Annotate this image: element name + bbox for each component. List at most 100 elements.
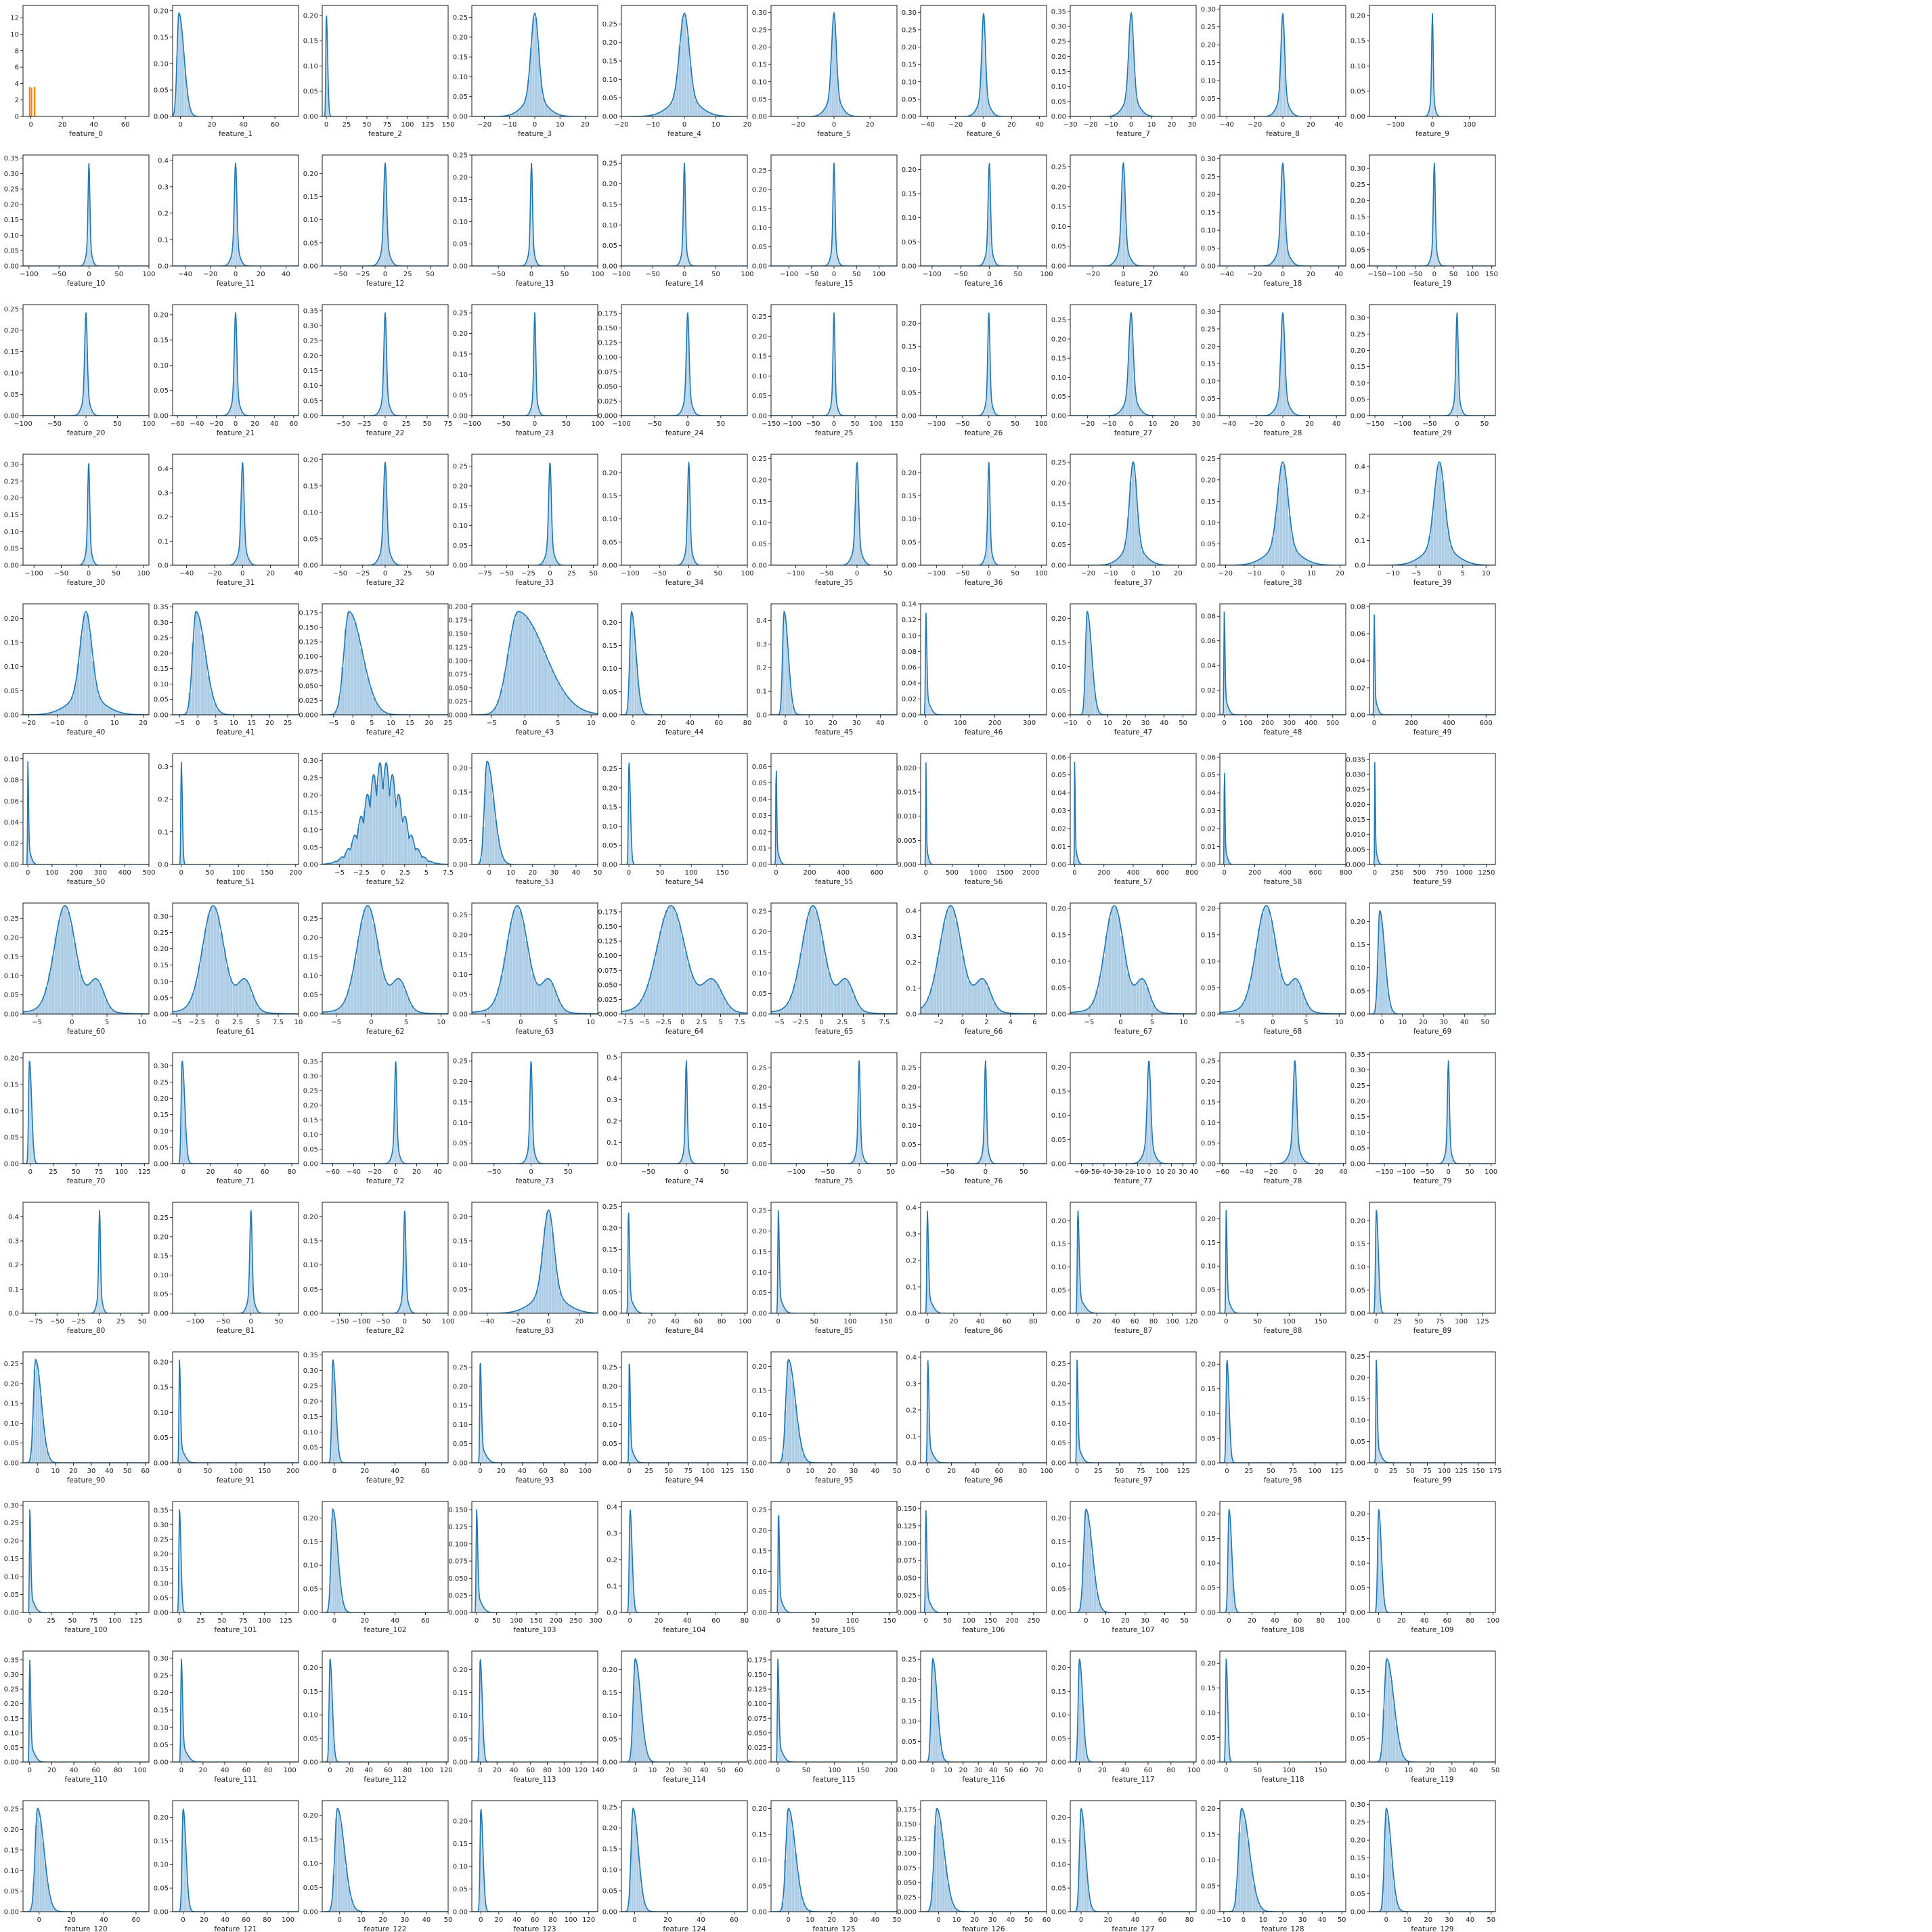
axes-frame [920, 902, 1047, 1015]
y-tick-label: 0.05 [1051, 1440, 1066, 1447]
histogram-bar [248, 559, 250, 565]
histogram-bar [860, 1124, 861, 1164]
y-tick-label: 0.100 [598, 354, 617, 361]
histogram-bar [588, 712, 592, 715]
x-tick-label: 40 [686, 720, 695, 727]
subplot-feature-4: −20 −10 0 10 200.000.050.100.150.200.25featu… [602, 5, 751, 138]
histogram-bar [1281, 28, 1283, 116]
x-axis-label: feature_19 [1413, 280, 1452, 288]
x-tick-label: 50 [112, 570, 120, 577]
histogram-bar [731, 1009, 735, 1014]
y-tick-label: 0.03 [752, 812, 767, 820]
y-tick-label: 0.10 [4, 1574, 19, 1581]
axes-frame [1219, 902, 1346, 1015]
histogram-bar [1314, 1012, 1317, 1014]
kde-line [1369, 910, 1495, 1014]
histogram-bar [544, 979, 548, 1014]
axes-frame [172, 1351, 299, 1464]
histogram-bar [1122, 551, 1124, 565]
histogram-bar [1139, 978, 1143, 1014]
x-axis-label: feature_31 [217, 579, 255, 587]
histogram-bar [684, 951, 688, 1014]
x-tick-label: −20 [948, 121, 963, 129]
axes-frame [1070, 5, 1197, 117]
histogram-bar [1133, 376, 1135, 416]
x-tick-label: −25 [355, 570, 370, 577]
subplot-feature-59: 0 250 500 750 1000 12500.0000.0050.0100.0150.… [1346, 753, 1496, 886]
x-tick-label: −50 [954, 271, 968, 278]
histogram-bar [827, 972, 831, 1014]
histogram-bar [376, 785, 379, 864]
y-tick-label: 0.35 [154, 604, 169, 611]
x-tick-label: −10 [1130, 1168, 1145, 1176]
histogram-bar [210, 692, 214, 715]
x-tick-label: 0 [786, 1468, 790, 1475]
x-tick-label: 0 [548, 570, 552, 577]
x-tick-label: −10 [1103, 570, 1118, 577]
histogram-bar [1294, 1061, 1296, 1164]
histogram-bar [54, 937, 58, 1014]
histogram-bar [535, 633, 538, 715]
x-tick-label: −50 [50, 1318, 64, 1325]
histogram-bar [52, 711, 56, 715]
x-tick-label: 100 [1466, 271, 1479, 278]
x-tick-label: 0 [533, 420, 537, 428]
histogram-bar [653, 959, 656, 1014]
x-tick-label: −50 [819, 570, 833, 577]
x-axis-label: feature_97 [1114, 1476, 1153, 1485]
histogram-bar [87, 216, 88, 266]
histogram-bar [634, 1455, 635, 1463]
histogram-bar [1434, 105, 1435, 116]
x-axis-label: feature_82 [366, 1327, 405, 1335]
histogram-bar [183, 53, 185, 116]
histogram-bar [547, 979, 550, 1014]
histogram-bar [227, 263, 229, 266]
x-tick-label: 50 [423, 420, 432, 428]
histogram-bar [175, 1011, 179, 1014]
histogram-bar [117, 1012, 120, 1014]
histogram-bar [540, 563, 542, 565]
histogram-bar [862, 1156, 864, 1164]
y-tick-label: 0.30 [1201, 309, 1216, 316]
y-tick-label: 0.050 [598, 982, 617, 989]
x-tick-label: 0 [1374, 1318, 1378, 1325]
histogram-bar [931, 1452, 932, 1463]
histogram-bar [1081, 1454, 1082, 1463]
histogram-bar [786, 1311, 787, 1313]
y-tick-label: 0.0 [607, 1161, 617, 1168]
histogram-bar [778, 1216, 779, 1313]
x-tick-label: −50 [333, 271, 347, 278]
histogram-bar [79, 636, 83, 715]
histogram-bar [992, 1002, 996, 1014]
histogram-bar [560, 115, 563, 116]
histogram-bar [993, 410, 994, 416]
histogram-bar [334, 1009, 338, 1014]
histogram-bar [980, 66, 982, 116]
histogram-bar [524, 1160, 525, 1164]
histogram-bar [537, 47, 540, 116]
y-tick-label: 0.15 [902, 343, 917, 351]
histogram-bar [331, 1011, 335, 1014]
histogram-bar [1126, 973, 1130, 1014]
histogram-bar [554, 113, 558, 116]
histogram-bar [1139, 1159, 1141, 1164]
histogram-bar [386, 489, 387, 565]
x-tick-label: 5 [404, 1019, 408, 1026]
x-tick-label: 50 [1480, 1019, 1489, 1026]
histogram-bar [32, 1009, 36, 1014]
y-tick-label: 0.15 [752, 353, 767, 361]
axes-frame [621, 603, 748, 716]
y-tick-label: 0.00 [303, 413, 318, 420]
histogram-bar [1105, 936, 1108, 1014]
y-tick-label: 0.25 [154, 1214, 169, 1222]
y-tick-label: 0.00 [4, 712, 19, 720]
x-tick-label: 75 [1423, 1468, 1432, 1475]
histogram-bar [238, 247, 239, 266]
x-tick-label: 5 [718, 1019, 722, 1026]
histogram-bar [554, 1257, 556, 1313]
kde-line [1070, 905, 1196, 1014]
histogram-bar [388, 247, 389, 266]
kde-line [322, 1061, 448, 1164]
histogram-bar [779, 858, 780, 864]
histogram-bar [929, 862, 930, 864]
